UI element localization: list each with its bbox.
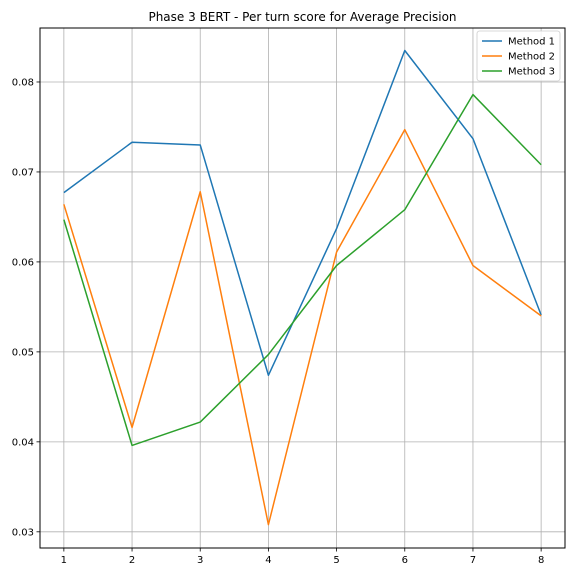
grid bbox=[40, 28, 565, 548]
y-tick-label: 0.08 bbox=[12, 77, 34, 88]
x-tick-label: 7 bbox=[470, 555, 476, 566]
legend-label-method-1: Method 1 bbox=[508, 37, 555, 48]
axis-ticks: 1 2 3 4 5 6 7 8 0.03 0.04 0.05 0.06 0.07 0.08 bbox=[12, 77, 545, 566]
y-tick-label: 0.06 bbox=[12, 257, 34, 268]
legend-label-method-3: Method 3 bbox=[508, 67, 555, 78]
x-tick-label: 1 bbox=[61, 555, 67, 566]
series-lines bbox=[63, 49, 542, 526]
series-line-method-3 bbox=[63, 93, 542, 447]
legend: Method 1 Method 2 Method 3 bbox=[476, 30, 561, 82]
x-tick-label: 4 bbox=[265, 555, 271, 566]
y-tick-label: 0.03 bbox=[12, 527, 34, 538]
chart-title: Phase 3 BERT - Per turn score for Averag… bbox=[148, 10, 456, 24]
series-line-method-1 bbox=[63, 49, 542, 377]
x-tick-label: 3 bbox=[197, 555, 203, 566]
plot-frame bbox=[39, 27, 566, 549]
y-tick-label: 0.05 bbox=[12, 347, 34, 358]
x-tick-label: 2 bbox=[129, 555, 135, 566]
x-tick-label: 6 bbox=[402, 555, 408, 566]
legend-box bbox=[476, 30, 561, 82]
x-tick-label: 5 bbox=[333, 555, 339, 566]
y-tick-label: 0.04 bbox=[12, 437, 34, 448]
series-line-method-2 bbox=[63, 128, 542, 526]
x-tick-label: 8 bbox=[538, 555, 544, 566]
y-tick-label: 0.07 bbox=[12, 167, 34, 178]
legend-label-method-2: Method 2 bbox=[508, 52, 555, 63]
